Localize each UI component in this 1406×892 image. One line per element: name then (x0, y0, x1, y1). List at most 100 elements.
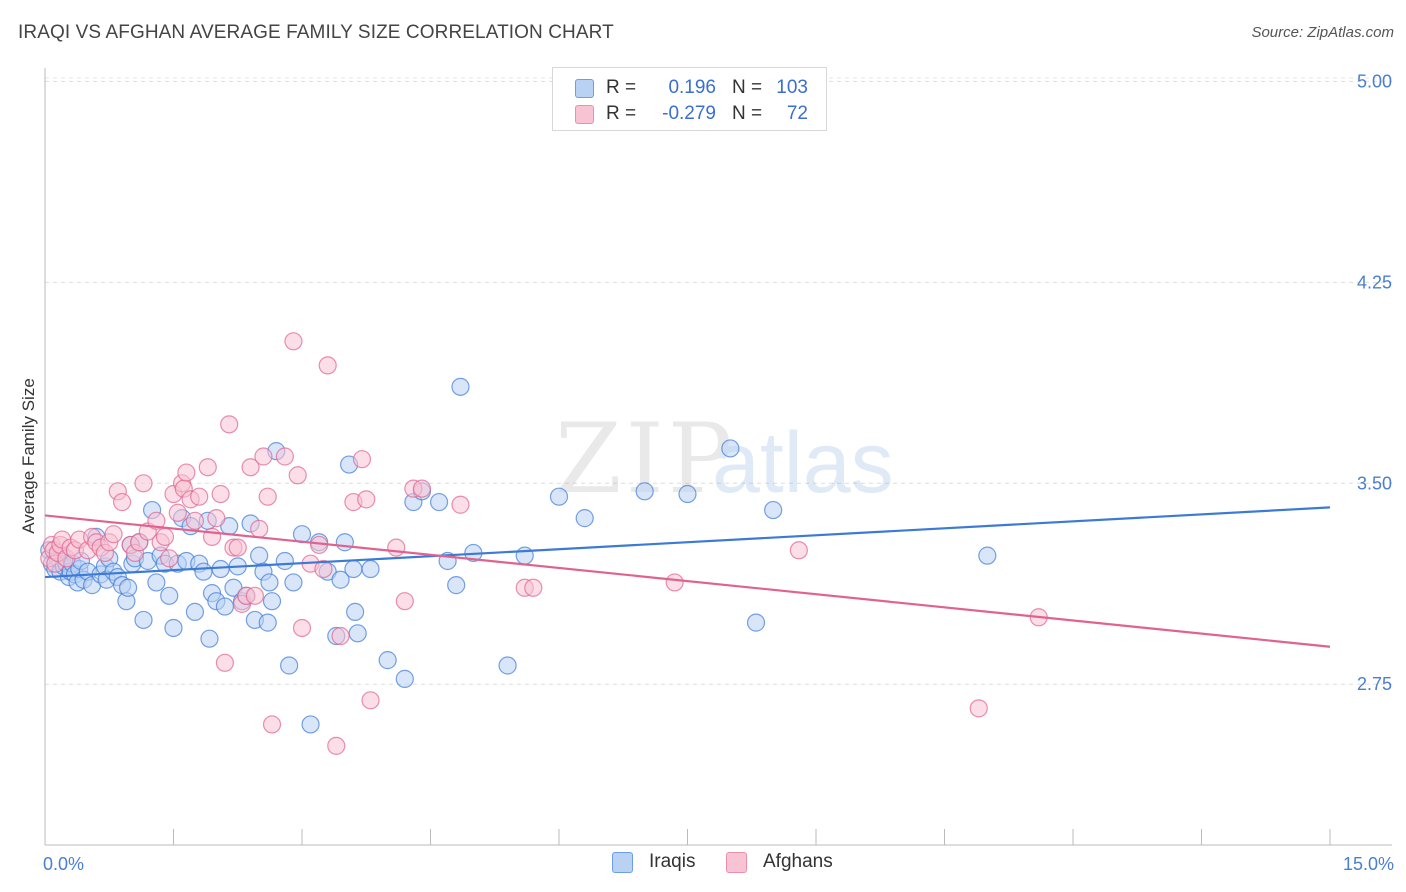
series-legend: Iraqis Afghans (0, 851, 1406, 877)
iraqi-point (160, 586, 179, 605)
iraqi-point (575, 509, 594, 528)
afghan-point (387, 538, 406, 557)
afghan-point (215, 653, 234, 672)
iraqi-point (211, 559, 230, 579)
afghan-point (412, 479, 432, 498)
afghan-point (258, 487, 277, 506)
afghan-point (665, 573, 684, 592)
afghan-point (250, 519, 269, 538)
iraqi-point (447, 576, 466, 595)
legend-swatch-afghans (726, 851, 747, 873)
n-key: N = (732, 103, 763, 124)
n-value: 103 (776, 77, 808, 98)
chart-title: IRAQI VS AFGHAN AVERAGE FAMILY SIZE CORR… (18, 22, 614, 43)
afghan-point (395, 592, 414, 611)
iraqi-point (301, 715, 320, 734)
r-value: 0.196 (668, 77, 716, 98)
iraqi-point (215, 597, 234, 616)
r-key: R = (606, 77, 637, 98)
afghan-point (160, 549, 179, 568)
afghan-trend-line (44, 514, 1331, 648)
afghan-point (262, 715, 282, 734)
iraqi-point (164, 618, 183, 638)
iraqi-point (678, 484, 697, 504)
afghan-point (211, 484, 230, 504)
iraqi-point (635, 482, 654, 501)
source-label: Source: ZipAtlas.com (1251, 24, 1394, 41)
afghan-point (969, 699, 988, 718)
iraqi-trend-line (44, 506, 1331, 579)
iraqi-point (280, 656, 299, 675)
iraqi-point (346, 602, 365, 622)
iraqi-point (721, 439, 740, 458)
legend-label-iraqis: Iraqis (649, 851, 696, 872)
afghan-point (198, 458, 217, 477)
n-key: N = (732, 77, 763, 98)
afghan-point (147, 511, 166, 530)
iraqi-point (260, 573, 279, 592)
iraqi-point (498, 656, 517, 675)
afghan-point (245, 586, 264, 605)
x-tick-label: 15.0% (1343, 854, 1394, 874)
r-value: -0.279 (662, 103, 716, 124)
iraqi-point (258, 613, 277, 632)
iraqi-point (746, 613, 766, 632)
afghan-point (134, 474, 153, 493)
iraqi-point (978, 546, 997, 565)
afghan-point (357, 490, 376, 509)
iraqi-point (134, 610, 153, 630)
afghan-point (190, 487, 209, 506)
afghan-point (112, 492, 132, 512)
x-tick-label: 0.0% (43, 854, 84, 874)
afghan-point (327, 736, 346, 755)
watermark: ZIP atlas (555, 403, 894, 515)
iraqi-point (335, 533, 354, 552)
iraqi-point (395, 669, 414, 688)
afghan-point (288, 466, 307, 485)
afghan-point (352, 450, 372, 469)
iraqi-point (200, 629, 219, 648)
y-axis-label: Average Family Size (19, 378, 38, 534)
afghan-point (275, 447, 294, 466)
afghan-point (292, 618, 312, 638)
legend-swatch-iraqis (575, 78, 594, 98)
afghan-point (331, 626, 350, 646)
afghan-point (168, 503, 187, 522)
iraqi-point (275, 551, 294, 571)
afghan-point (207, 509, 226, 528)
iraqi-point (185, 602, 205, 622)
iraqi-point (451, 377, 470, 396)
y-tick-label: 4.25 (1357, 272, 1392, 292)
afghan-point (228, 538, 247, 557)
afghan-point (451, 495, 470, 514)
axes (44, 68, 1392, 846)
iraqi-point (764, 500, 783, 520)
afghan-point (104, 525, 123, 544)
legend-row-iraqis: R = 0.196 N = 103 (575, 76, 808, 100)
y-tick-label: 2.75 (1357, 674, 1392, 694)
iraqi-point (194, 562, 213, 581)
iraqi-point (224, 578, 243, 597)
watermark-atlas: atlas (712, 415, 894, 511)
legend-label-afghans: Afghans (763, 851, 833, 872)
correlation-legend: R = 0.196 N = 103 R = -0.279 N = 72 (552, 67, 827, 131)
data-points (40, 332, 1048, 755)
afghan-point (314, 559, 333, 579)
iraqi-point (147, 573, 166, 592)
r-key: R = (606, 103, 637, 124)
afghan-point (789, 541, 808, 560)
y-tick-label: 3.50 (1357, 473, 1392, 493)
afghan-point (241, 458, 260, 477)
afghan-point (318, 356, 337, 375)
afghan-point (284, 332, 303, 351)
iraqi-point (549, 487, 569, 506)
legend-item-afghans: Afghans (726, 851, 833, 873)
afghan-point (177, 463, 196, 482)
tick-labels: 5.00 4.25 3.50 2.75 0.0% 15.0% (43, 71, 1394, 874)
iraqi-point (262, 592, 282, 611)
iraqi-point (344, 559, 363, 579)
legend-swatch-iraqis (612, 851, 633, 873)
afghan-point (220, 415, 239, 434)
legend-swatch-afghans (575, 104, 594, 124)
